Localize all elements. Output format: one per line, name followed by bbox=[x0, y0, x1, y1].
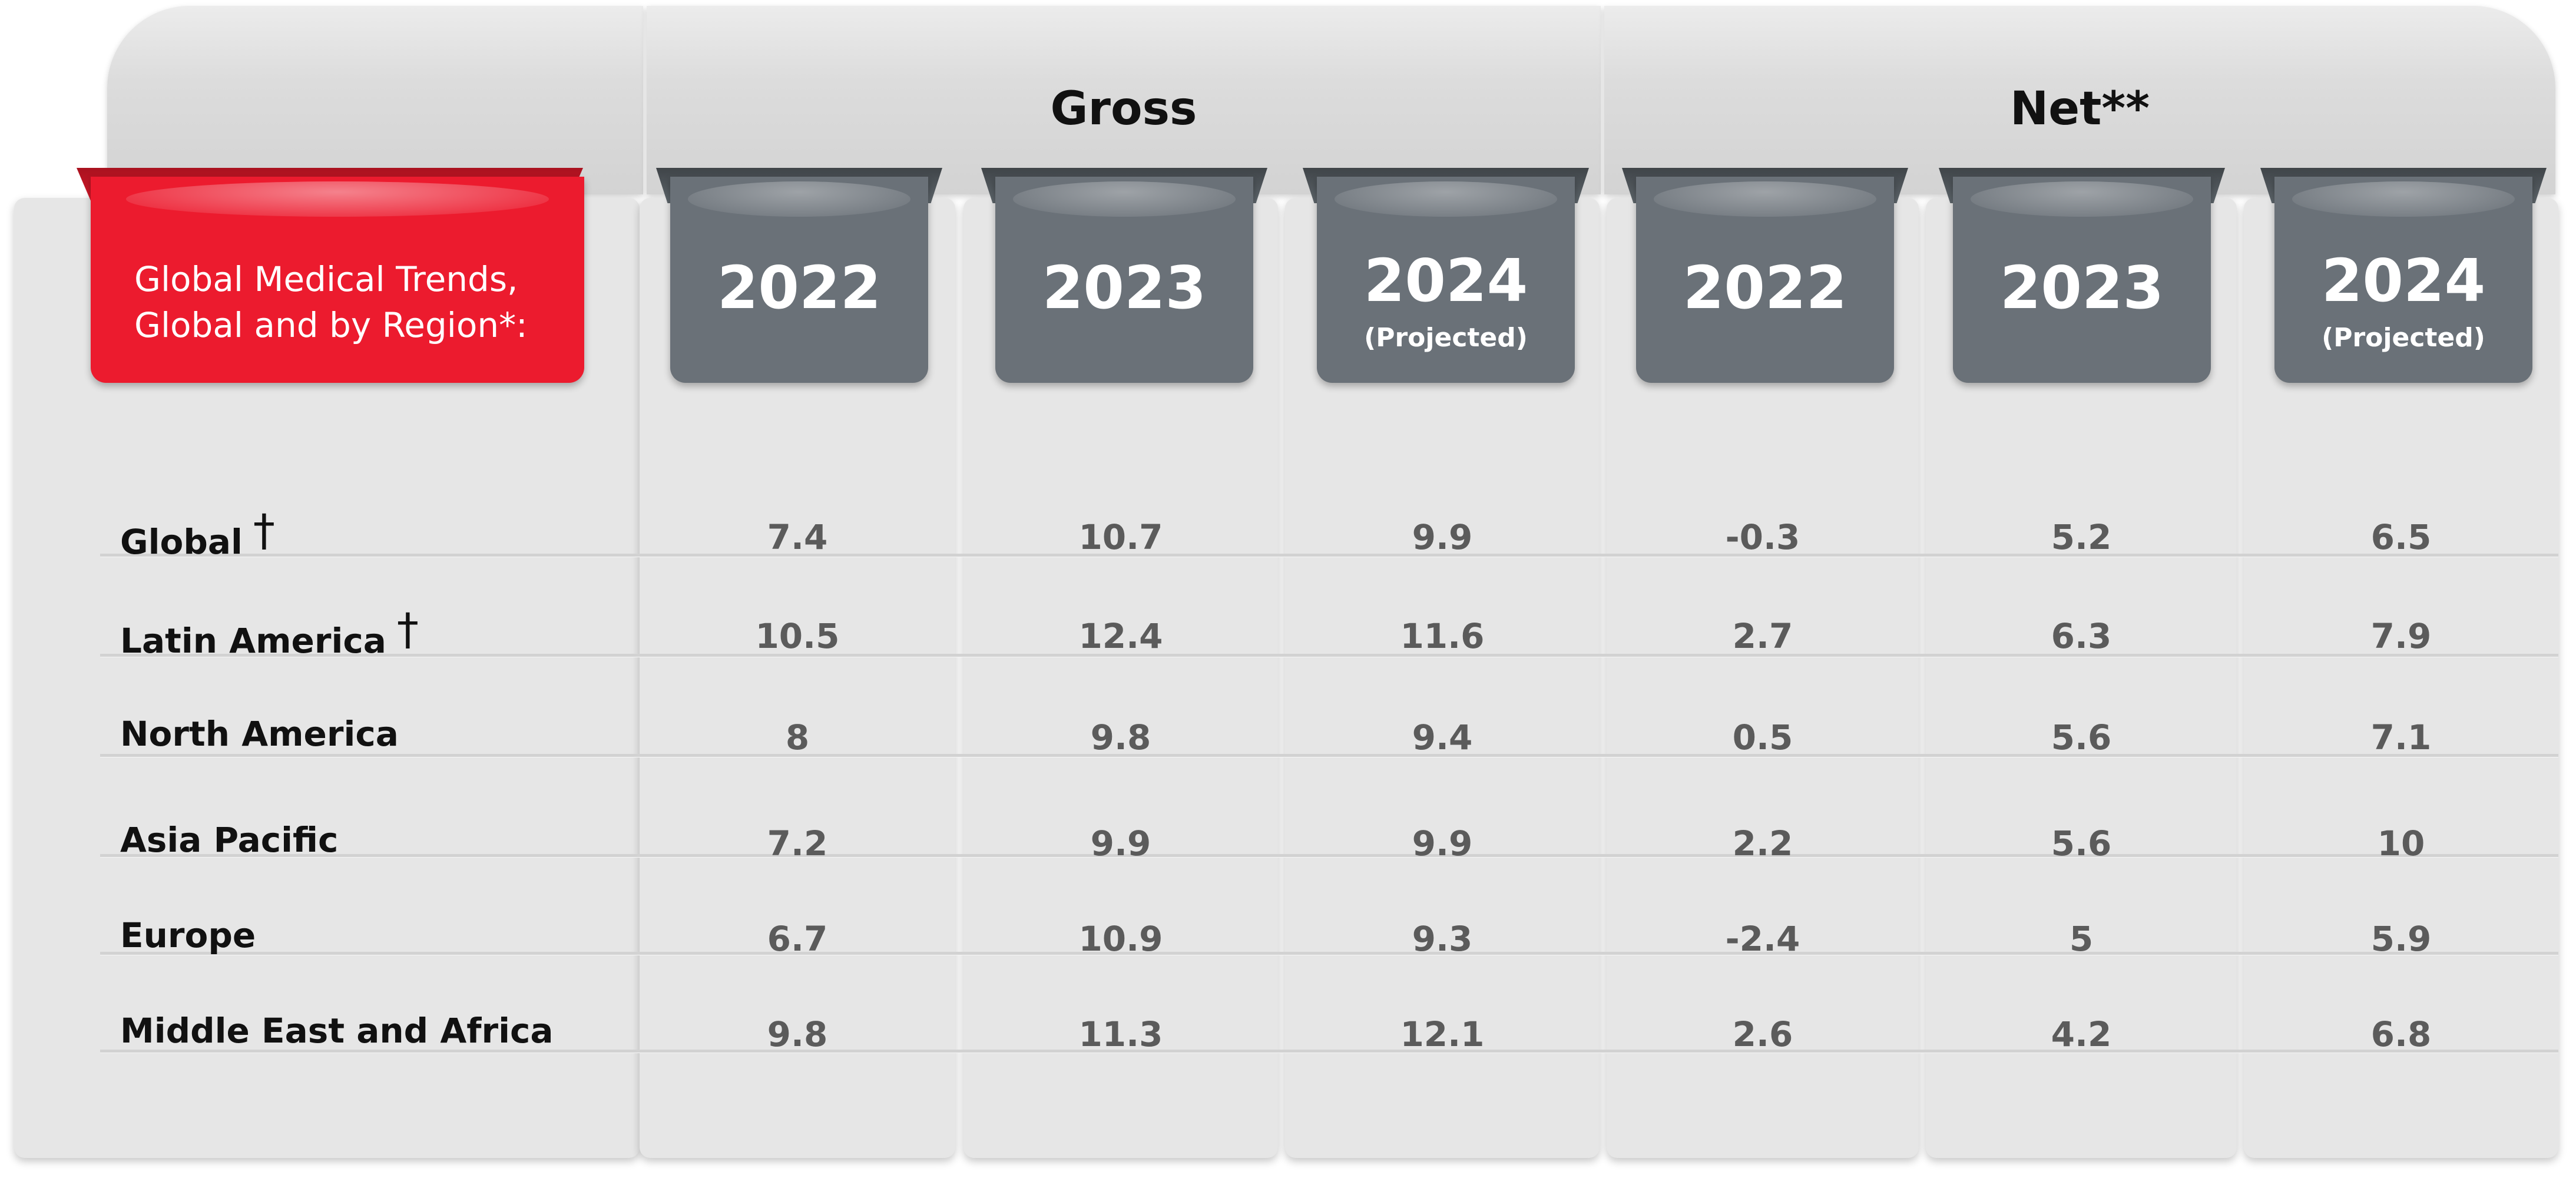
projected-note: (Projected) bbox=[2322, 323, 2485, 353]
value-cell: 9.8 bbox=[1090, 717, 1151, 757]
region-label: Global † bbox=[120, 505, 275, 564]
value-cell: 12.1 bbox=[1400, 1014, 1485, 1054]
region-name: Latin America bbox=[120, 621, 386, 661]
year-header-tab: 2022 bbox=[1636, 177, 1894, 383]
value-cell: 10.5 bbox=[755, 616, 840, 656]
value-cell: -2.4 bbox=[1725, 919, 1800, 959]
row-divider bbox=[100, 952, 2558, 955]
year-label: 2023 bbox=[1999, 253, 2164, 322]
region-name: Middle East and Africa bbox=[120, 1011, 554, 1051]
projected-note: (Projected) bbox=[1364, 323, 1528, 353]
region-name: Global bbox=[120, 522, 243, 562]
region-name: North America bbox=[120, 714, 399, 754]
value-cell: 9.4 bbox=[1412, 717, 1473, 757]
region-label: Latin America † bbox=[120, 604, 419, 663]
value-cell: 6.5 bbox=[2370, 517, 2432, 557]
header-band-left bbox=[107, 6, 643, 194]
dagger-footnote-mark: † bbox=[253, 505, 275, 556]
value-cell: 5.6 bbox=[2051, 823, 2112, 863]
value-cell: 10.9 bbox=[1078, 919, 1163, 959]
value-cell: 7.4 bbox=[767, 517, 828, 557]
value-cell: 6.8 bbox=[2370, 1014, 2432, 1054]
year-header-tab: 2023 bbox=[995, 177, 1253, 383]
value-cell: 11.6 bbox=[1400, 616, 1485, 656]
gross-group-title: Gross bbox=[1050, 82, 1197, 135]
region-label: Middle East and Africa bbox=[120, 1011, 554, 1051]
header-band-net: Net** bbox=[1604, 6, 2555, 194]
year-label: 2022 bbox=[717, 253, 882, 322]
value-cell: 0.5 bbox=[1732, 717, 1793, 757]
region-name: Europe bbox=[120, 915, 256, 955]
value-cell: 2.7 bbox=[1732, 616, 1793, 656]
year-header-tab: 2024 (Projected) bbox=[1317, 177, 1575, 383]
year-label: 2024 bbox=[2321, 246, 2486, 315]
title-line-2: Global and by Region*: bbox=[134, 305, 528, 345]
value-cell: 7.9 bbox=[2370, 616, 2432, 656]
year-header-tab: 2022 bbox=[670, 177, 928, 383]
value-cell: 9.3 bbox=[1412, 919, 1473, 959]
region-label: Europe bbox=[120, 915, 256, 955]
value-cell: 7.1 bbox=[2370, 717, 2432, 757]
value-cell: 10.7 bbox=[1078, 517, 1163, 557]
row-divider bbox=[100, 854, 2558, 857]
value-cell: 5.9 bbox=[2370, 919, 2432, 959]
value-cell: 9.9 bbox=[1412, 823, 1473, 863]
value-cell: 6.3 bbox=[2051, 616, 2112, 656]
region-label: Asia Pacific bbox=[120, 820, 338, 860]
year-label: 2023 bbox=[1042, 253, 1207, 322]
year-label: 2022 bbox=[1683, 253, 1847, 322]
value-cell: 4.2 bbox=[2051, 1014, 2112, 1054]
value-cell: 5 bbox=[2069, 919, 2094, 959]
value-cell: 9.9 bbox=[1412, 517, 1473, 557]
value-cell: 5.2 bbox=[2051, 517, 2112, 557]
value-cell: 8 bbox=[785, 717, 810, 757]
value-cell: 2.2 bbox=[1732, 823, 1793, 863]
row-divider bbox=[100, 754, 2558, 757]
value-cell: -0.3 bbox=[1725, 517, 1800, 557]
title-line-1: Global Medical Trends, bbox=[134, 259, 518, 299]
value-cell: 7.2 bbox=[767, 823, 828, 863]
region-name: Asia Pacific bbox=[120, 820, 339, 860]
net-group-title: Net** bbox=[2009, 82, 2150, 135]
dagger-footnote-mark: † bbox=[396, 604, 419, 655]
header-band-gross: Gross bbox=[647, 6, 1601, 194]
value-cell: 10 bbox=[2377, 823, 2425, 863]
title-tab: Global Medical Trends, Global and by Reg… bbox=[91, 177, 584, 383]
region-label: North America bbox=[120, 714, 399, 754]
year-header-tab: 2023 bbox=[1953, 177, 2211, 383]
row-divider bbox=[100, 554, 2558, 557]
row-divider bbox=[100, 1050, 2558, 1053]
row-divider bbox=[100, 654, 2558, 657]
year-header-tab: 2024 (Projected) bbox=[2274, 177, 2532, 383]
year-label: 2024 bbox=[1363, 246, 1528, 315]
value-cell: 9.8 bbox=[767, 1014, 828, 1054]
value-cell: 9.9 bbox=[1090, 823, 1151, 863]
value-cell: 11.3 bbox=[1078, 1014, 1163, 1054]
value-cell: 2.6 bbox=[1732, 1014, 1793, 1054]
value-cell: 5.6 bbox=[2051, 717, 2112, 757]
value-cell: 12.4 bbox=[1078, 616, 1163, 656]
value-cell: 6.7 bbox=[767, 919, 828, 959]
